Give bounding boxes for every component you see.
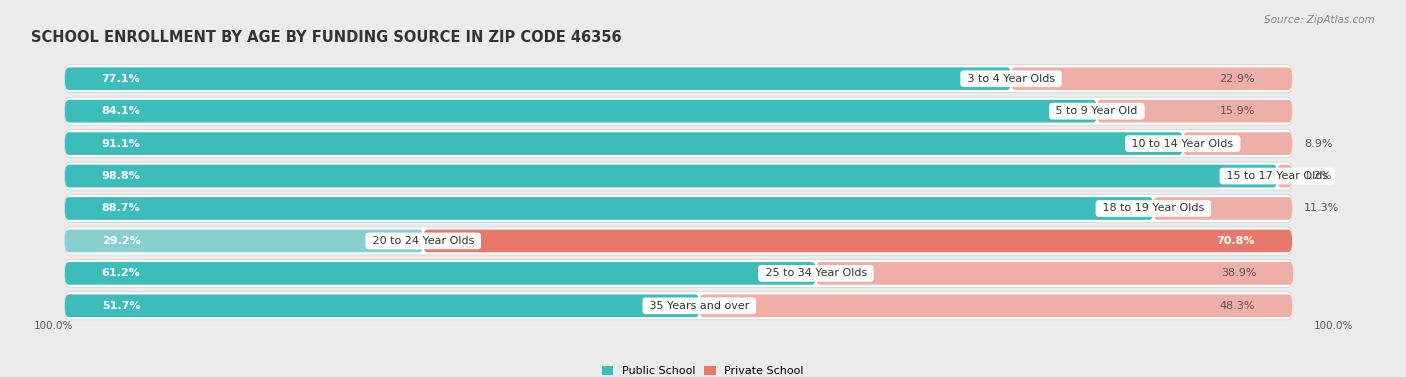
FancyBboxPatch shape: [65, 197, 1153, 220]
FancyBboxPatch shape: [1011, 67, 1292, 90]
FancyBboxPatch shape: [65, 67, 1011, 90]
Text: 91.1%: 91.1%: [101, 139, 141, 149]
FancyBboxPatch shape: [65, 292, 1292, 320]
Text: 5 to 9 Year Old: 5 to 9 Year Old: [1053, 106, 1142, 116]
Text: 29.2%: 29.2%: [101, 236, 141, 246]
Text: SCHOOL ENROLLMENT BY AGE BY FUNDING SOURCE IN ZIP CODE 46356: SCHOOL ENROLLMENT BY AGE BY FUNDING SOUR…: [31, 30, 621, 45]
FancyBboxPatch shape: [1182, 132, 1292, 155]
FancyBboxPatch shape: [1097, 100, 1292, 123]
FancyBboxPatch shape: [65, 294, 699, 317]
FancyBboxPatch shape: [65, 100, 1097, 123]
Text: 100.0%: 100.0%: [1315, 321, 1354, 331]
FancyBboxPatch shape: [423, 230, 1292, 252]
Text: 98.8%: 98.8%: [101, 171, 141, 181]
Text: 25 to 34 Year Olds: 25 to 34 Year Olds: [762, 268, 870, 278]
FancyBboxPatch shape: [815, 262, 1294, 285]
FancyBboxPatch shape: [65, 230, 423, 252]
Legend: Public School, Private School: Public School, Private School: [602, 366, 804, 376]
FancyBboxPatch shape: [1153, 197, 1292, 220]
Text: 15.9%: 15.9%: [1220, 106, 1256, 116]
Text: 22.9%: 22.9%: [1219, 74, 1256, 84]
Text: 48.3%: 48.3%: [1219, 301, 1256, 311]
FancyBboxPatch shape: [65, 97, 1292, 125]
Text: 100.0%: 100.0%: [34, 321, 73, 331]
Text: 51.7%: 51.7%: [101, 301, 141, 311]
Text: 38.9%: 38.9%: [1220, 268, 1257, 278]
Text: 35 Years and over: 35 Years and over: [645, 301, 752, 311]
FancyBboxPatch shape: [65, 165, 1277, 187]
FancyBboxPatch shape: [65, 262, 815, 285]
FancyBboxPatch shape: [699, 294, 1292, 317]
Text: 84.1%: 84.1%: [101, 106, 141, 116]
FancyBboxPatch shape: [1277, 165, 1292, 187]
Text: 3 to 4 Year Olds: 3 to 4 Year Olds: [963, 74, 1059, 84]
Text: Source: ZipAtlas.com: Source: ZipAtlas.com: [1264, 15, 1375, 25]
FancyBboxPatch shape: [65, 162, 1292, 190]
Text: 1.2%: 1.2%: [1305, 171, 1333, 181]
Text: 11.3%: 11.3%: [1305, 204, 1340, 213]
FancyBboxPatch shape: [65, 259, 1292, 287]
FancyBboxPatch shape: [65, 65, 1292, 93]
FancyBboxPatch shape: [65, 195, 1292, 222]
FancyBboxPatch shape: [65, 227, 1292, 255]
Text: 70.8%: 70.8%: [1216, 236, 1256, 246]
FancyBboxPatch shape: [65, 132, 1182, 155]
FancyBboxPatch shape: [65, 130, 1292, 158]
Text: 61.2%: 61.2%: [101, 268, 141, 278]
Text: 8.9%: 8.9%: [1305, 139, 1333, 149]
Text: 18 to 19 Year Olds: 18 to 19 Year Olds: [1099, 204, 1208, 213]
Text: 15 to 17 Year Olds: 15 to 17 Year Olds: [1223, 171, 1331, 181]
Text: 20 to 24 Year Olds: 20 to 24 Year Olds: [368, 236, 478, 246]
Text: 88.7%: 88.7%: [101, 204, 141, 213]
Text: 10 to 14 Year Olds: 10 to 14 Year Olds: [1129, 139, 1237, 149]
Text: 77.1%: 77.1%: [101, 74, 141, 84]
